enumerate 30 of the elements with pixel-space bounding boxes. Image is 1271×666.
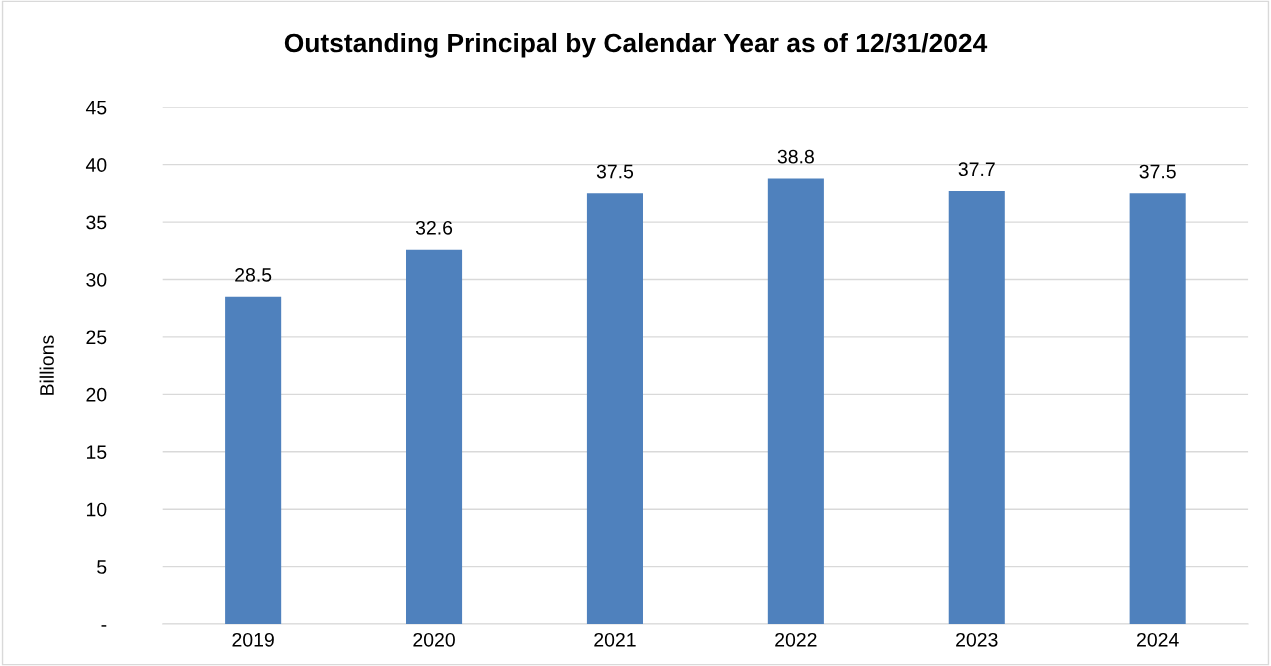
y-axis-title: Billions — [39, 335, 54, 395]
data-label: 37.7 — [958, 162, 995, 177]
chart-title: Outstanding Principal by Calendar Year as of 12/31/2024 — [284, 32, 988, 58]
x-tick-label: 2019 — [232, 632, 274, 647]
data-label: 37.5 — [1139, 164, 1176, 179]
y-tick-label: - — [101, 625, 107, 627]
data-label: 38.8 — [777, 149, 814, 164]
x-tick-label: 2024 — [1137, 632, 1179, 647]
bar — [948, 191, 1005, 625]
x-tick-label: 2020 — [413, 632, 455, 647]
data-label: 32.6 — [415, 220, 453, 235]
y-tick-label: 10 — [86, 502, 107, 517]
y-tick-label: 5 — [97, 560, 107, 574]
y-tick-label: 40 — [85, 158, 107, 172]
y-tick-label: 35 — [86, 215, 107, 230]
bar — [767, 178, 824, 625]
bar — [586, 193, 643, 625]
y-tick-label: 25 — [86, 330, 107, 345]
y-tick-label: 15 — [86, 445, 107, 460]
y-tick-label: 45 — [85, 100, 107, 115]
y-tick-label: 30 — [86, 272, 107, 287]
data-label: 28.5 — [235, 268, 272, 282]
bar — [225, 296, 282, 625]
bar — [1129, 193, 1186, 625]
x-tick-label: 2022 — [775, 632, 817, 647]
x-tick-label: 2021 — [594, 632, 636, 647]
y-tick-label: 20 — [86, 387, 107, 402]
data-label: 37.5 — [596, 164, 634, 179]
x-tick-label: 2023 — [956, 632, 998, 647]
bar — [406, 249, 463, 625]
